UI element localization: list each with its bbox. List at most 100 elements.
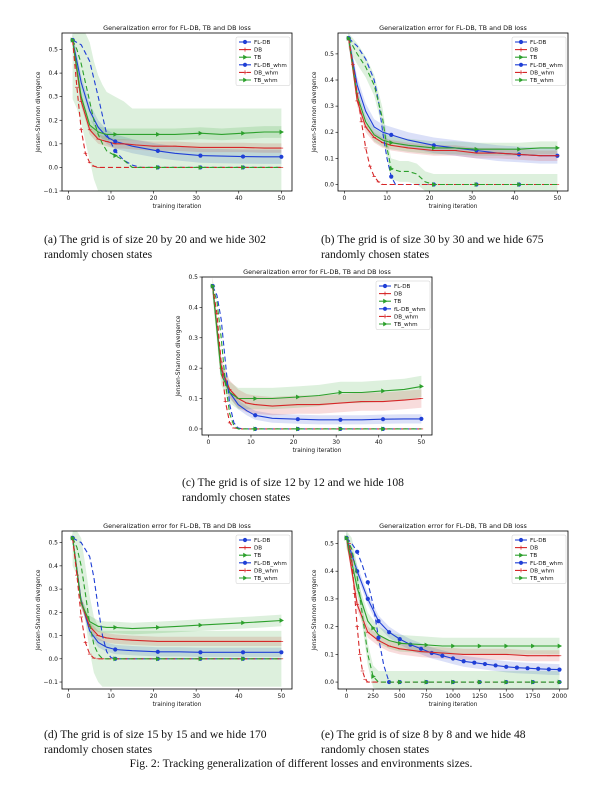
point-TB_whm [424,679,429,685]
plot-frame [337,32,569,192]
point-TB [296,394,301,400]
legend-label-TB: TB [253,553,261,559]
x-tick-label: 50 [278,195,286,202]
point-TB [477,643,483,649]
point-FL-DB [546,667,551,672]
y-tick-label: 0.5 [48,540,58,547]
chart-b: Generalization error for FL-DB, TB and D… [306,20,576,220]
point-TB [531,643,536,649]
series-TB_whm [70,535,282,662]
y-tick-label: 0.2 [188,365,198,372]
caption-e-line1: (e) The grid is of size 8 by 8 and we hi… [321,728,526,741]
y-tick-label: 0.0 [48,164,58,171]
legend-marker-DB [243,545,247,550]
point-TB_whm [113,656,118,662]
band-DB [72,533,282,646]
legend-label-DB_whm: DB_whm [254,568,279,574]
caption-b: (b) The grid is of size 30 by 30 and we … [321,232,544,262]
point-TB_whm [477,679,483,685]
point-FL-DB [198,153,203,158]
series-TB_whm [70,37,282,170]
x-tick-label: 10 [107,693,115,700]
point-FL-DB_whm [113,148,118,154]
line-FL-DB [212,286,422,421]
point-FL-DB [504,664,509,669]
caption-d-line1: (d) The grid is of size 15 by 15 and we … [44,728,267,741]
x-tick-label: 1000 [445,693,460,700]
point-FL-DB [338,417,343,422]
point-FL-DB [253,413,258,418]
line-TB_whm [72,39,282,168]
y-tick-label: 0.5 [324,540,334,547]
point-TB_whm [389,166,394,172]
legend-label-TB_whm: TB_whm [529,78,554,84]
chart-title: Generalization error for FL-DB, TB and D… [243,268,391,276]
point-FL-DB [113,139,118,144]
point-TB [419,383,424,389]
confidence-bands [348,33,558,191]
series-TB_whm [210,283,422,432]
legend-marker-FL-DB [518,537,524,543]
line-DB_whm [346,537,560,683]
x-tick-label: 30 [332,439,340,446]
point-FL-DB [240,154,246,159]
x-tick-label: 50 [418,439,426,446]
legend-label-TB: TB [393,299,401,305]
point-TB [381,388,386,394]
point-FL-DB [536,666,541,671]
point-TB [338,390,344,395]
point-FL-DB_whm [365,580,370,585]
legend-label-DB_whm: DB_whm [254,70,279,76]
y-tick-label: 0.5 [188,274,198,281]
line-DB [72,537,282,642]
x-tick-label: 0 [66,195,70,202]
legend-label-FL-DB_whm: FL-DB_whm [530,561,563,567]
line-TB_whm [346,537,560,683]
series-DB [210,285,424,407]
caption-b-line1: (b) The grid is of size 30 by 30 and we … [321,233,544,246]
y-axis-label: Jensen-Shannon divergence [36,569,42,651]
legend-label-TB_whm: TB_whm [253,576,278,582]
confidence-bands [212,277,422,425]
line-TB [212,286,422,400]
x-tick-label: 30 [192,693,200,700]
point-FL-DB [408,642,413,647]
x-tick-label: 50 [278,693,286,700]
legend-label-FL-DB: FL-DB [530,40,547,46]
point-FL-DB [389,132,394,137]
point-FL-DB [450,656,456,661]
point-TB_whm [531,679,536,685]
legend-label-DB_whm: DB_whm [394,314,419,320]
legend-marker-DB_whm [243,70,247,75]
point-TB [156,132,161,137]
x-axis-label: training iteration [429,702,478,708]
legend-label-FL-DB_whm: FL-DB_whm [530,63,563,69]
point-TB_whm [113,153,118,159]
chart-b-svg: Generalization error for FL-DB, TB and D… [312,24,569,210]
legend-label-FL-DB_whm: FL-DB_whm [254,561,287,567]
point-TB_whm [381,426,386,432]
point-TB_whm [557,679,563,685]
band-TB_whm [72,531,282,687]
chart-a: Generalization error for FL-DB, TB and D… [30,20,300,220]
band-FL-DB [348,33,558,164]
y-tick-label: 0.1 [324,651,334,658]
y-tick-label: 0.1 [48,633,58,640]
x-tick-label: 20 [290,439,298,446]
chart-e-svg: Generalization error for FL-DB, TB and D… [312,522,569,708]
legend-label-FL-DB_whm: FL-DB_whm [254,63,287,69]
legend-marker-DB_whm [519,568,523,573]
point-TB_whm [344,535,350,541]
legend-marker-TB [519,54,524,60]
x-tick-label: 0 [206,439,210,446]
caption-b-line2: randomly chosen states [321,248,430,261]
point-TB [198,130,204,136]
point-TB_whm [241,656,246,662]
legend-marker-DB_whm [243,568,247,573]
line-TB [345,537,560,647]
confidence-bands [72,33,282,191]
point-TB_whm [156,656,161,662]
legend-label-FL-DB: FL-DB [254,538,271,544]
legend-label-DB: DB [394,292,402,298]
